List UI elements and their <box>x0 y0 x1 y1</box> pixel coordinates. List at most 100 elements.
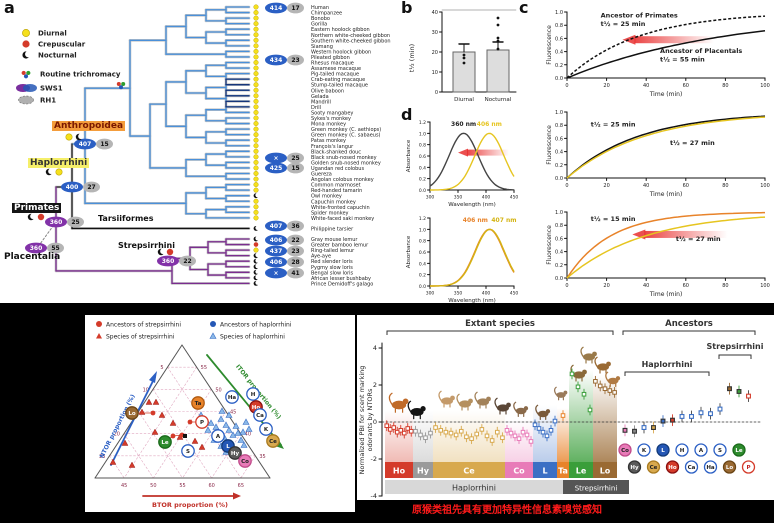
species-label: Black snub-nosed monkey <box>311 155 377 161</box>
d-peak-label: 406 nm <box>477 121 502 128</box>
species-label: François's langur <box>311 144 354 150</box>
species-label: Ring-tailed lemur <box>311 248 355 254</box>
species-label: Human <box>311 5 329 11</box>
c-annotation: Ancestor of Primates <box>601 11 678 19</box>
pbi-ylabel-2: odorants by NTORs <box>366 388 374 451</box>
species-label: Black-shanked douc <box>311 149 361 155</box>
d-xtick: 450 <box>510 291 519 297</box>
pbi-group-band-Ho: Ho <box>393 467 406 476</box>
b-ytick: 10 <box>432 70 438 76</box>
d-xlabel: Wavelength (nm) <box>448 202 496 208</box>
sws1-lambda-value: × <box>273 155 278 162</box>
ternary-tick-left: 20 <box>114 432 120 438</box>
ternary-node-Ho: Ho <box>252 405 261 411</box>
species-label: Gelada <box>311 94 329 100</box>
pbi-ytick: -4 <box>371 492 377 500</box>
pbi-ytick: 0 <box>373 418 377 426</box>
c-xtick: 80 <box>722 183 728 189</box>
d-peak-label: 360 nm <box>451 121 476 128</box>
sws1-lambda-value: 425 <box>270 165 283 172</box>
rh1-value: 28 <box>291 259 299 266</box>
ternary-node-P: P <box>200 420 204 426</box>
species-label: Guereza <box>311 172 332 178</box>
c-ylabel: Fluorescence <box>546 125 553 165</box>
pbi-group-band-Ce: Ce <box>463 467 475 476</box>
c-ytick: 0.0 <box>555 176 563 182</box>
c-ylabel: Fluorescence <box>546 25 553 65</box>
rh1-value: 25 <box>291 155 299 162</box>
b-category-label: Diurnal <box>454 97 474 103</box>
species-label: Angolan colobus monkey <box>311 177 374 183</box>
c-ytick: 0.2 <box>555 163 563 169</box>
c-xtick: 40 <box>643 283 649 289</box>
ternary-node-Le: Le <box>161 440 169 446</box>
c-xtick: 0 <box>565 283 568 289</box>
c-ylabel: Fluorescence <box>546 225 553 265</box>
d-ytick: 0.6 <box>419 154 426 160</box>
ternary-node-S: S <box>186 449 190 455</box>
pbi-ancestor-node-P: P <box>746 465 750 471</box>
b-ytick: 30 <box>432 30 438 36</box>
species-label: Spider monkey <box>311 210 349 216</box>
d-ytick: 0.8 <box>419 239 426 245</box>
pbi-ancestor-node-Hy: Hy <box>630 465 639 471</box>
species-label: Pileated gibbon <box>311 55 350 61</box>
ternary-tick-right: 45 <box>230 410 236 416</box>
c-xtick: 40 <box>643 83 649 89</box>
species-label: Assamese macaque <box>311 66 361 72</box>
d-ytick: 1.2 <box>419 120 426 126</box>
species-label: Southern white-cheeked gibbon <box>311 38 391 44</box>
c-annotation: t½ = 27 min <box>676 235 721 243</box>
species-label: Ugandan red colobus <box>311 166 364 172</box>
ternary-legend-label: Species of haplorrhini <box>220 334 285 341</box>
c-ytick: 0.4 <box>555 50 563 56</box>
species-label: Green monkey (C. aethiops) <box>311 127 381 133</box>
rh1-value: 22 <box>291 237 299 244</box>
c-xtick: 80 <box>722 283 728 289</box>
sws1-lambda-value: 360 <box>30 245 43 252</box>
c-xtick: 20 <box>603 83 609 89</box>
rh1-value: 17 <box>291 5 299 12</box>
b-category-label: Nocturnal <box>485 97 512 103</box>
legend-label-sws1: SWS1 <box>40 85 63 93</box>
b-ytick: 0 <box>435 90 438 96</box>
c-ytick: 0.6 <box>555 236 563 242</box>
sws1-lambda-value: 360 <box>162 258 175 265</box>
ternary-tick-right: 50 <box>215 387 221 393</box>
ternary-node-H: H <box>251 392 256 398</box>
c-ytick: 1.0 <box>555 10 563 16</box>
species-label: Owl monkey <box>311 194 342 200</box>
rh1-value: 41 <box>291 270 299 277</box>
c-ytick: 1.0 <box>555 210 563 216</box>
ternary-tick-bottom: 55 <box>179 483 185 489</box>
pbi-ylabel-1: Normalized PBI for scent marking <box>358 366 366 475</box>
pbi-ancestor-node-Le: Le <box>735 448 743 454</box>
d-xtick: 350 <box>454 195 463 201</box>
d-xlabel: Wavelength (nm) <box>448 298 496 303</box>
pbi-ancestor-node-Ce: Ce <box>650 465 658 471</box>
rh1-value: 15 <box>291 165 299 172</box>
c-annotation: t½ = 55 min <box>660 56 705 64</box>
ternary-node-Ce: Ce <box>269 439 277 445</box>
pbi-group-band-Co: Co <box>513 467 525 476</box>
ternary-tick-right: 40 <box>245 432 251 438</box>
ternary-node-Ta: Ta <box>195 401 202 407</box>
ternary-node-Hy: Hy <box>231 451 240 457</box>
d-ytick: 0.4 <box>419 261 426 267</box>
clade-label-strepsirrhini: Strepsirrhini <box>118 241 175 250</box>
species-label: Stump-tailed macaque <box>311 83 368 89</box>
pbi-group-band-Hy: Hy <box>417 467 430 476</box>
c-xtick: 100 <box>760 83 770 89</box>
ternary-node-Ca: Ca <box>256 413 264 419</box>
pbi-ancestor-node-Lo: Lo <box>726 465 734 471</box>
rh1-value: 36 <box>291 223 299 230</box>
sws1-lambda-value: 437 <box>270 248 283 255</box>
ternary-node-L: L <box>226 444 230 450</box>
c-ytick: 0.8 <box>555 23 563 29</box>
ternary-legend-label: Ancestors of haplorrhini <box>220 322 292 329</box>
c-ytick: 0.4 <box>555 250 563 256</box>
d-xtick: 300 <box>426 291 435 297</box>
b-ytick: 20 <box>432 50 438 56</box>
